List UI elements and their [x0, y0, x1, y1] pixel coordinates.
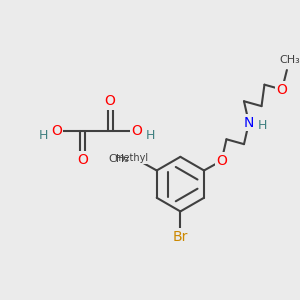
- Text: O: O: [131, 124, 142, 137]
- Text: O: O: [216, 154, 227, 168]
- Text: N: N: [244, 116, 254, 130]
- Text: O: O: [77, 153, 88, 167]
- Text: CH₃: CH₃: [109, 154, 129, 164]
- Text: Br: Br: [173, 230, 188, 244]
- Text: H: H: [258, 119, 267, 132]
- Text: CH₃: CH₃: [279, 55, 300, 65]
- Text: H: H: [145, 129, 154, 142]
- Text: O: O: [277, 82, 287, 97]
- Text: O: O: [51, 124, 62, 137]
- Text: methyl: methyl: [114, 153, 148, 163]
- Text: H: H: [38, 129, 48, 142]
- Text: O: O: [105, 94, 116, 108]
